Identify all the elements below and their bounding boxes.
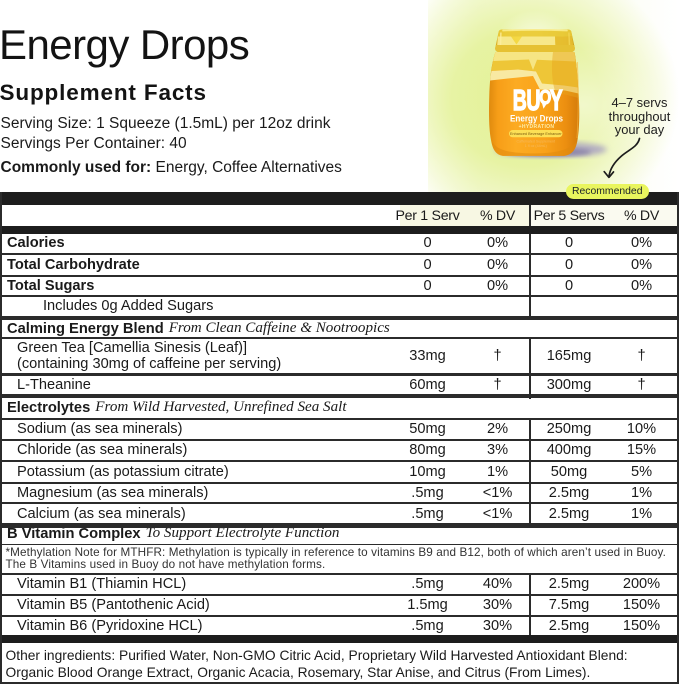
- svg-text:Y: Y: [550, 85, 563, 117]
- svg-text:B: B: [513, 85, 527, 117]
- svg-text:1 fl oz (44mL): 1 fl oz (44mL): [525, 144, 547, 148]
- svg-text:Energy Drops: Energy Drops: [510, 113, 563, 124]
- svg-text:+HYDRATION: +HYDRATION: [519, 124, 555, 130]
- svg-text:Enhanced Beverage Enhancer: Enhanced Beverage Enhancer: [510, 132, 562, 136]
- svg-text:U: U: [527, 85, 541, 117]
- svg-text:Caffeinated Supplement: Caffeinated Supplement: [517, 140, 556, 144]
